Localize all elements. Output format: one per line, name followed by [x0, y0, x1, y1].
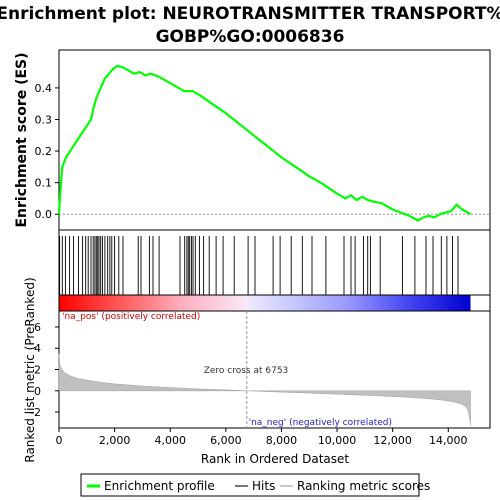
rank-x-tick-label: 6,000	[210, 434, 242, 447]
rank-x-tick-label: 14,000	[429, 434, 468, 447]
hits-marks	[59, 236, 459, 295]
rank-x-tick-label: 4,000	[154, 434, 186, 447]
es-y-tick-label: 0.0	[35, 208, 53, 221]
ranking-color-bar	[59, 295, 471, 311]
legend-label-hits: Hits	[252, 479, 275, 493]
es-y-tick-label: 0.2	[35, 145, 53, 158]
rank-y-tick-label: 4	[34, 342, 41, 355]
es-y-axis-label: Enrichment score (ES)	[14, 52, 30, 227]
rank-y-axis-label: Ranked list metric (PreRanked)	[23, 277, 37, 462]
zero-cross-label: Zero cross at 6753	[204, 366, 289, 376]
es-y-tick-label: 0.3	[35, 113, 53, 126]
rank-y-tick-label: 0	[34, 385, 41, 398]
ranking-metric-fill	[58, 353, 471, 426]
legend-frame	[80, 473, 420, 497]
rank-x-tick-label: 12,000	[373, 434, 412, 447]
legend-label-enrichment: Enrichment profile	[104, 479, 215, 493]
neg-correlated-label: 'na_neg' (negatively correlated)	[249, 418, 392, 428]
rank-x-tick-label: 0	[56, 434, 63, 447]
chart-title-line2: GOBP%GO:0006836	[156, 27, 345, 47]
rank-y-axis: -2 0 2 4 6	[30, 321, 59, 419]
legend-label-ranking: Ranking metric scores	[297, 479, 430, 493]
rank-x-axis: 0 2,000 4,000 6,000 8,000 10,000 12,000 14,000	[56, 428, 468, 447]
enrichment-profile-line	[57, 64, 472, 222]
enrichment-profile-path	[57, 64, 472, 222]
legend: Enrichment profile Hits Ranking metric s…	[80, 473, 430, 497]
es-y-axis: 0.0 0.1 0.2 0.3 0.4	[35, 82, 59, 221]
es-panel-frame	[58, 49, 491, 231]
rank-x-tick-label: 10,000	[318, 434, 357, 447]
pos-correlated-label: 'na_pos' (positively correlated)	[62, 312, 200, 322]
chart-title-line1: Enrichment plot: NEUROTRANSMITTER TRANSP…	[0, 4, 500, 24]
es-y-tick-label: 0.4	[35, 82, 53, 95]
rank-x-tick-label: 2,000	[99, 434, 131, 447]
rank-y-tick-label: -2	[30, 406, 41, 419]
ranking-metric-area	[58, 353, 471, 426]
es-y-tick-label: 0.1	[35, 177, 53, 190]
rank-y-tick-label: 6	[34, 321, 41, 334]
rank-x-tick-label: 8,000	[266, 434, 298, 447]
rank-x-axis-label: Rank in Ordered Dataset	[201, 452, 349, 466]
ranked-panel-frame	[58, 310, 491, 429]
rank-y-tick-label: 2	[34, 364, 41, 377]
hits-panel-frame	[58, 229, 491, 296]
